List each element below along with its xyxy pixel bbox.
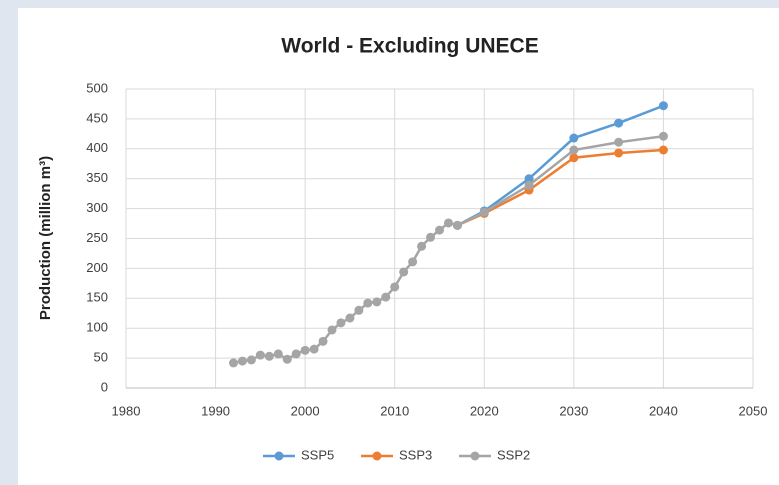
y-tick-label: 300	[86, 200, 108, 215]
x-tick-label: 2050	[739, 403, 768, 418]
data-point	[524, 180, 534, 190]
data-point	[569, 133, 579, 143]
data-point	[327, 325, 337, 335]
data-point	[452, 220, 462, 230]
data-point	[435, 225, 444, 235]
data-point	[282, 354, 292, 364]
data-point	[291, 349, 301, 359]
x-tick-label: 1980	[112, 403, 141, 418]
data-point	[658, 101, 668, 111]
data-point	[318, 336, 328, 346]
data-point	[381, 292, 391, 302]
data-point	[354, 305, 364, 315]
legend-label: SSP2	[497, 447, 530, 462]
y-tick-label: 400	[86, 140, 108, 155]
data-point	[237, 356, 247, 366]
data-point	[443, 218, 453, 228]
data-point	[390, 282, 400, 292]
y-tick-label: 500	[86, 80, 108, 95]
data-point	[408, 257, 418, 267]
data-point	[426, 232, 436, 242]
y-axis-label: Production (million m³)	[37, 156, 54, 320]
data-point	[336, 318, 346, 328]
data-point	[479, 207, 489, 217]
x-tick-label: 2010	[380, 403, 409, 418]
y-tick-label: 200	[86, 260, 108, 275]
y-tick-label: 450	[86, 110, 108, 125]
legend-label: SSP5	[301, 447, 334, 462]
y-tick-label: 0	[101, 379, 108, 394]
chart-area	[18, 8, 779, 485]
x-tick-label: 2020	[470, 403, 499, 418]
y-tick-label: 250	[86, 230, 108, 245]
data-point	[614, 118, 624, 128]
data-point	[569, 145, 579, 155]
data-point	[417, 241, 427, 251]
x-tick-label: 2000	[291, 403, 320, 418]
data-point	[345, 313, 355, 323]
data-point	[309, 344, 319, 354]
chart-title: World - Excluding UNECE	[281, 35, 538, 58]
y-tick-label: 350	[86, 170, 108, 185]
data-point	[399, 267, 409, 277]
legend-marker	[372, 451, 382, 461]
data-point	[658, 145, 668, 155]
data-point	[569, 153, 579, 163]
data-point	[228, 358, 238, 368]
data-point	[273, 349, 283, 359]
legend-marker	[274, 451, 284, 461]
data-point	[524, 174, 534, 184]
x-tick-label: 2040	[649, 403, 678, 418]
data-point	[363, 298, 373, 308]
data-point	[264, 351, 274, 361]
data-point	[246, 355, 256, 365]
y-tick-label: 100	[86, 320, 108, 335]
data-point	[255, 350, 265, 360]
y-tick-label: 50	[94, 350, 108, 365]
legend-marker	[470, 451, 480, 461]
data-point	[372, 297, 382, 307]
data-point	[300, 345, 310, 355]
data-point	[658, 131, 668, 141]
legend-label: SSP3	[399, 447, 432, 462]
x-tick-label: 1990	[201, 403, 230, 418]
y-tick-label: 150	[86, 290, 108, 305]
x-tick-label: 2030	[559, 403, 588, 418]
data-point	[614, 148, 624, 158]
data-point	[614, 137, 624, 147]
